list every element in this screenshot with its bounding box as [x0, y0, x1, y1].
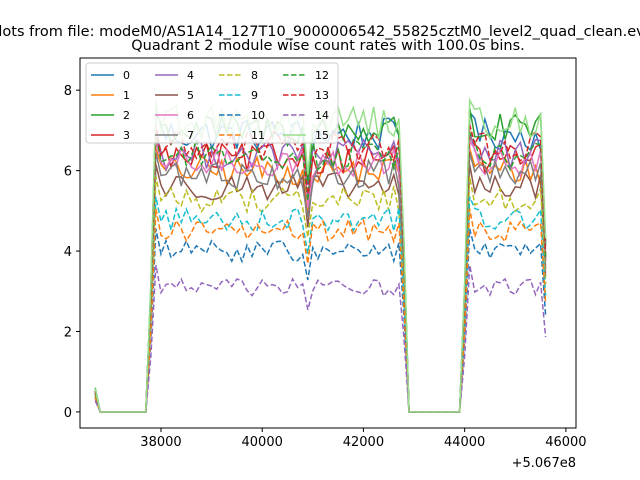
y-tick-label: 2 — [64, 325, 72, 340]
legend-label: 4 — [187, 69, 194, 82]
legend-label: 15 — [315, 129, 329, 142]
x-tick-label: 42000 — [343, 435, 384, 450]
legend-box — [85, 62, 339, 144]
x-tick-label: 44000 — [444, 435, 485, 450]
series-line-13 — [94, 124, 547, 413]
series-line-14 — [94, 264, 547, 413]
legend-label: 10 — [251, 109, 265, 122]
series-line-5 — [94, 164, 547, 413]
legend-label: 13 — [315, 89, 329, 102]
legend-label: 3 — [123, 129, 130, 142]
series-line-7 — [94, 152, 547, 413]
chart-title: Quadrant 2 module wise count rates with … — [131, 38, 525, 54]
y-tick-label: 4 — [64, 245, 72, 260]
x-tick-label: 38000 — [140, 435, 181, 450]
series-line-3 — [94, 133, 547, 413]
series-line-10 — [94, 228, 547, 413]
series-line-6 — [94, 137, 547, 413]
legend-label: 6 — [187, 109, 194, 122]
series-line-8 — [94, 176, 547, 413]
x-axis: 38000 40000 42000 44000 46000 — [140, 428, 587, 450]
legend-label: 2 — [123, 109, 130, 122]
legend-label: 12 — [315, 69, 329, 82]
x-tick-label: 46000 — [545, 435, 586, 450]
legend-label: 14 — [315, 109, 329, 122]
legend-label: 5 — [187, 89, 194, 102]
figure-suptitle: Plots from file: modeM0/AS1A14_127T10_90… — [0, 24, 640, 40]
series-line-11 — [94, 208, 547, 413]
legend-label: 7 — [187, 129, 194, 142]
axes-frame — [79, 57, 577, 429]
y-tick-label: 8 — [64, 84, 72, 99]
legend-label: 8 — [251, 69, 258, 82]
x-tick-label: 40000 — [242, 435, 283, 450]
x-axis-offset-label: +5.067e8 — [512, 456, 576, 471]
y-tick-label: 0 — [64, 406, 72, 421]
y-axis: 0 2 4 6 8 — [64, 84, 80, 421]
series-lines — [94, 97, 547, 413]
series-line-9 — [94, 196, 547, 413]
legend-label: 1 — [123, 89, 130, 102]
legend-label: 11 — [251, 129, 265, 142]
series-line-12 — [94, 129, 547, 413]
y-tick-label: 6 — [64, 165, 72, 180]
legend-label: 9 — [251, 89, 258, 102]
legend-label: 0 — [123, 69, 130, 82]
